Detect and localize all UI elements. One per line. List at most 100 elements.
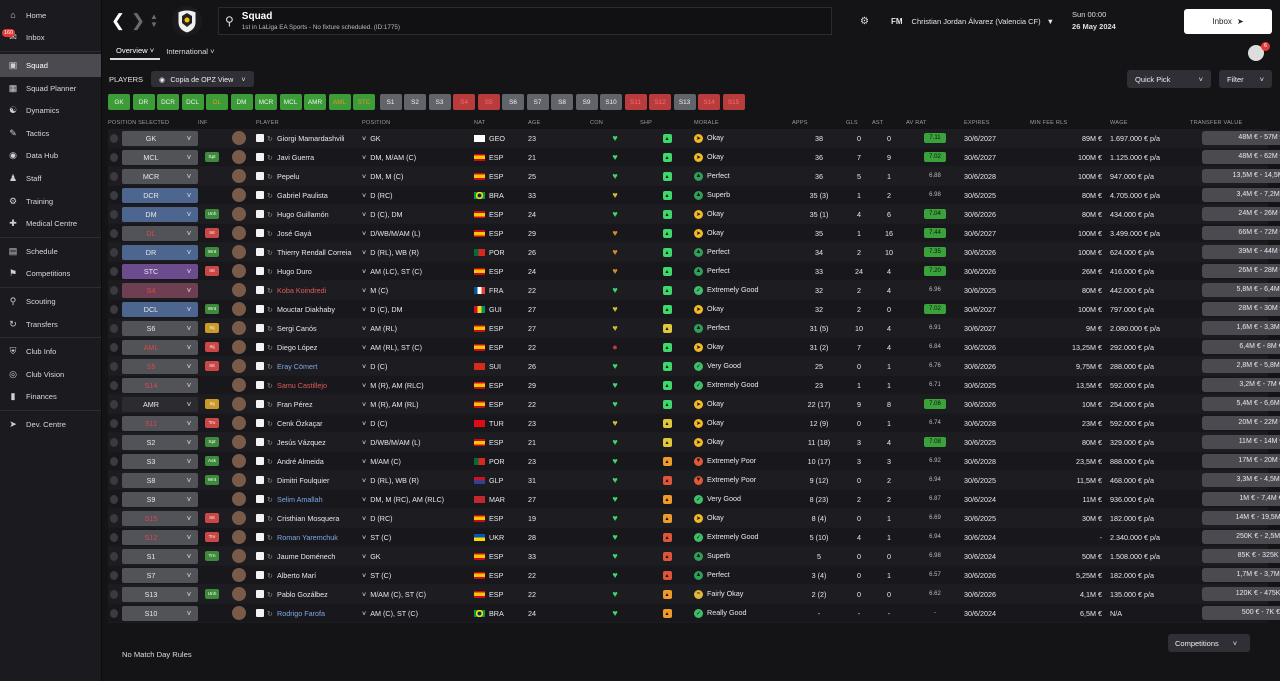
player-name[interactable]: Cristhian Mosquera (277, 513, 340, 523)
position-select[interactable]: S3 ˅ (122, 453, 198, 469)
chevron-down-icon[interactable]: ˅ (362, 532, 367, 542)
player-name[interactable]: Mouctar Diakhaby (277, 304, 335, 314)
player-name[interactable]: Rodrigo Farofa (277, 608, 325, 618)
row-checkbox[interactable] (110, 209, 118, 219)
col-apps[interactable]: APPS (792, 120, 808, 126)
sidebar-item-club-info[interactable]: ⛨ Club Info (0, 340, 101, 363)
chevron-down-icon[interactable]: ˅ (362, 133, 367, 143)
position-select[interactable]: S1 ˅ (122, 548, 198, 564)
col-wage[interactable]: WAGE (1110, 120, 1128, 126)
player-name[interactable]: Javi Guerra (277, 152, 315, 162)
view-selector[interactable]: ◉ Copia de OPZ View ˅ (151, 71, 254, 87)
table-row[interactable]: S7 ˅ ↻ Alberto Marí ˅ ST (C) ESP 22 ♥ ▴ ▲ Perfect 3 … (108, 566, 1280, 585)
player-name[interactable]: Hugo Duro (277, 266, 312, 276)
col-con[interactable]: CON (590, 120, 604, 126)
position-select[interactable]: S10 ˅ (122, 605, 198, 621)
chevron-down-icon[interactable]: ˅ (1198, 74, 1203, 84)
position-select[interactable]: S12 ˅ (122, 529, 198, 545)
player-name[interactable]: Pepelu (277, 171, 300, 181)
table-row[interactable]: AML ˅ Inj ↻ Diego López ˅ AM (RL), ST (C) ESP 22… (108, 338, 1280, 357)
table-row[interactable]: S3 ˅ Ask ↻ André Almeida ˅ M/AM (C) POR 23 ♥ ▴ ▼ Ext… (108, 452, 1280, 471)
row-checkbox[interactable] (110, 285, 118, 295)
filter-s14[interactable]: S14 (698, 94, 720, 110)
col-av-rat[interactable]: AV RAT (906, 120, 927, 126)
tab-overview[interactable]: Overview ˅ (110, 42, 161, 60)
filter-amr[interactable]: AMR (304, 94, 326, 110)
filter-aml[interactable]: AML (328, 94, 351, 110)
position-select[interactable]: S2 ˅ (122, 434, 198, 450)
position-select[interactable]: S14 ˅ (122, 377, 198, 393)
col-nat[interactable]: NAT (474, 120, 486, 126)
sidebar-item-dynamics[interactable]: ☯ Dynamics (0, 99, 101, 122)
chevron-down-icon[interactable]: ˅ (362, 456, 367, 466)
filter-s2[interactable]: S2 (404, 94, 426, 110)
sidebar-item-transfers[interactable]: ↻ Transfers (0, 313, 101, 336)
filter-s1[interactable]: S1 (379, 94, 402, 110)
filter-s3[interactable]: S3 (428, 94, 451, 110)
col-inf[interactable]: INF (198, 120, 208, 126)
table-row[interactable]: S14 ˅ ↻ Samu Castillejo ˅ M (R), AM (RLC) ESP 2… (108, 376, 1280, 395)
chevron-down-icon[interactable]: ˅ (362, 513, 367, 523)
sidebar-item-dev-centre[interactable]: ➤ Dev. Centre (0, 413, 101, 436)
position-select[interactable]: S4 ˅ (122, 282, 198, 298)
filter-s11[interactable]: S11 (624, 94, 647, 110)
filter-stc[interactable]: STC (353, 94, 375, 110)
row-checkbox[interactable] (110, 589, 118, 599)
col-age[interactable]: AGE (528, 120, 541, 126)
chevron-down-icon[interactable]: ˅ (362, 304, 367, 314)
filter-dcl[interactable]: DCL (181, 94, 204, 110)
chevron-down-icon[interactable]: ˅ (362, 266, 367, 276)
row-checkbox[interactable] (110, 361, 118, 371)
position-select[interactable]: DCR ˅ (122, 187, 198, 203)
table-row[interactable]: S6 ˅ Inj ↻ Sergi Canós ˅ AM (RL) ESP 27 ♥ ▴ ▲ Perfec… (108, 319, 1280, 338)
game-date[interactable]: Sun 00:00 26 May 2024 (1072, 9, 1116, 33)
row-checkbox[interactable] (110, 323, 118, 333)
chevron-down-icon[interactable]: ˅ (362, 285, 367, 295)
row-checkbox[interactable] (110, 437, 118, 447)
table-row[interactable]: MCR ˅ ↻ Pepelu ˅ DM, M (C) ESP 25 ♥ ▴ ▲ Perfect 36 5 1… (108, 167, 1280, 186)
chevron-down-icon[interactable]: ˅ (362, 190, 367, 200)
position-select[interactable]: MCL ˅ (122, 149, 198, 165)
chevron-down-icon[interactable]: ˅ (362, 342, 367, 352)
chevron-down-icon[interactable]: ˅ (362, 589, 367, 599)
row-checkbox[interactable] (110, 570, 118, 580)
position-select[interactable]: AMR ˅ (122, 396, 198, 412)
chevron-down-icon[interactable]: ˅ (362, 171, 367, 181)
chevron-down-icon[interactable]: ˅ (362, 209, 367, 219)
table-row[interactable]: DM ˅ Unh ↻ Hugo Guillamón ˅ D (C), DM ESP 24 ♥ ▴ ➤ O… (108, 205, 1280, 224)
row-checkbox[interactable] (110, 342, 118, 352)
table-row[interactable]: DR ˅ Wnt ↻ Thierry Rendall Correia ˅ D (RL), W… (108, 243, 1280, 262)
club-crest-icon[interactable] (172, 6, 202, 36)
chevron-down-icon[interactable]: ˅ (362, 570, 367, 580)
row-checkbox[interactable] (110, 608, 118, 618)
filter-s12[interactable]: S12 (649, 94, 671, 110)
social-feed-icon[interactable] (1248, 45, 1264, 61)
filter-s4[interactable]: S4 (453, 94, 475, 110)
row-checkbox[interactable] (110, 456, 118, 466)
filter-s10[interactable]: S10 (600, 94, 622, 110)
quick-pick-button[interactable]: Quick Pick ˅ (1127, 70, 1211, 88)
chevron-down-icon[interactable]: ˅ (362, 152, 367, 162)
row-checkbox[interactable] (110, 418, 118, 428)
chevron-down-icon[interactable]: ˅ (362, 399, 367, 409)
col-expires[interactable]: EXPIRES (964, 120, 990, 126)
sidebar-item-medical-centre[interactable]: ✚ Medical Centre (0, 212, 101, 235)
row-checkbox[interactable] (110, 551, 118, 561)
player-name[interactable]: Sergi Canós (277, 323, 317, 333)
table-row[interactable]: S2 ˅ Spt ↻ Jesús Vázquez ˅ D/WB/M/AM (L) ESP 21 ♥… (108, 433, 1280, 452)
filter-dm[interactable]: DM (230, 94, 253, 110)
row-checkbox[interactable] (110, 475, 118, 485)
player-name[interactable]: Jaume Doménech (277, 551, 336, 561)
player-name[interactable]: Diego López (277, 342, 318, 352)
position-select[interactable]: STC ˅ (122, 263, 198, 279)
filter-s7[interactable]: S7 (526, 94, 549, 110)
chevron-down-icon[interactable]: ˅ (362, 608, 367, 618)
table-row[interactable]: S5 ˅ Int ↻ Eray Cömert ˅ D (C) SUI 26 ♥ ▴ ✓ Very Goo… (108, 357, 1280, 376)
sidebar-item-inbox[interactable]: ✉ Inbox 160 (0, 27, 101, 50)
filter-dl[interactable]: DL (206, 94, 228, 110)
filter-mcl[interactable]: MCL (279, 94, 302, 110)
table-row[interactable]: DCL ˅ Wnt ↻ Mouctar Diakhaby ˅ D (C), DM GUI 27 ♥… (108, 300, 1280, 319)
col-player[interactable]: PLAYER (256, 120, 279, 126)
chevron-down-icon[interactable]: ˅ (362, 380, 367, 390)
table-row[interactable]: DL ˅ Int ↻ José Gayá ˅ D/WB/M/AM (L) ESP 29 ♥ ▴ ➤ Ok… (108, 224, 1280, 243)
